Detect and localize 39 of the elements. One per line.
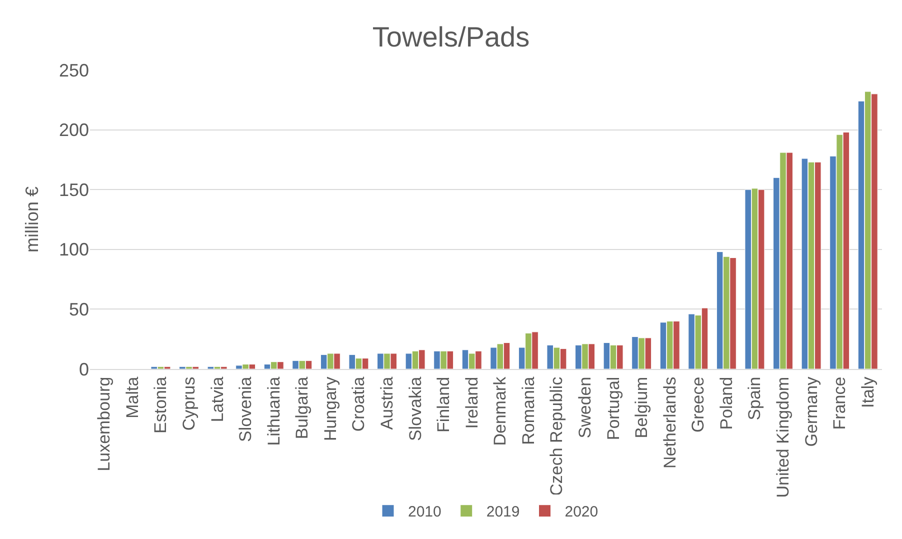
y-tick-label: 50 [68,300,89,320]
x-tick-label: Germany [802,376,821,447]
y-tick-label: 100 [58,240,89,260]
x-tick-label: Slovenia [236,376,256,442]
x-tick-label: Denmark [490,376,510,446]
x-tick-label: Finland [434,376,454,433]
x-tick-label: Luxembourg [94,376,114,472]
x-tick-label: Greece [688,376,708,433]
chart-title: Towels/Pads [372,22,530,53]
x-tick-label: Sweden [576,376,595,438]
x-tick-label: Bulgaria [292,376,312,440]
y-axis-title: million € [22,186,42,253]
x-tick-label: France [830,376,850,430]
x-tick-label: Poland [716,376,736,430]
x-tick-label: Netherlands [660,376,680,468]
x-tick-label: Ireland [462,376,482,429]
y-tick-label: 200 [58,120,89,140]
y-tick-label: 0 [78,359,89,380]
x-tick-label: Spain [745,376,764,420]
legend-label: 2019 [486,504,520,521]
y-tick-label: 150 [58,180,89,200]
x-tick-label: Hungary [320,376,340,442]
x-tick-label: Malta [122,376,142,418]
legend-label: 2020 [564,504,598,521]
y-tick-label: 250 [58,60,89,80]
x-tick-label: Czech Republic [547,376,566,496]
legend-label: 2010 [408,504,442,521]
x-tick-label: Croatia [349,376,368,432]
x-tick-label: United Kingdom [774,376,793,498]
x-tick-label: Lithuania [264,376,284,446]
x-tick-label: Slovakia [406,376,425,442]
x-tick-label: Portugal [604,376,623,440]
x-tick-label: Romania [518,376,538,445]
x-tick-label: Italy [858,376,878,408]
x-tick-label: Cyprus [180,376,199,431]
x-tick-label: Belgium [632,376,652,438]
x-tick-label: Estonia [151,376,170,434]
x-tick-label: Latvia [208,376,227,422]
x-tick-label: Austria [378,376,397,430]
